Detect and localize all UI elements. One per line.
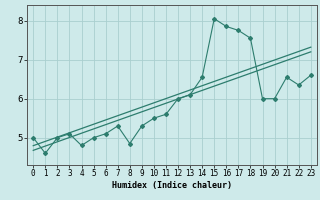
X-axis label: Humidex (Indice chaleur): Humidex (Indice chaleur) — [112, 181, 232, 190]
